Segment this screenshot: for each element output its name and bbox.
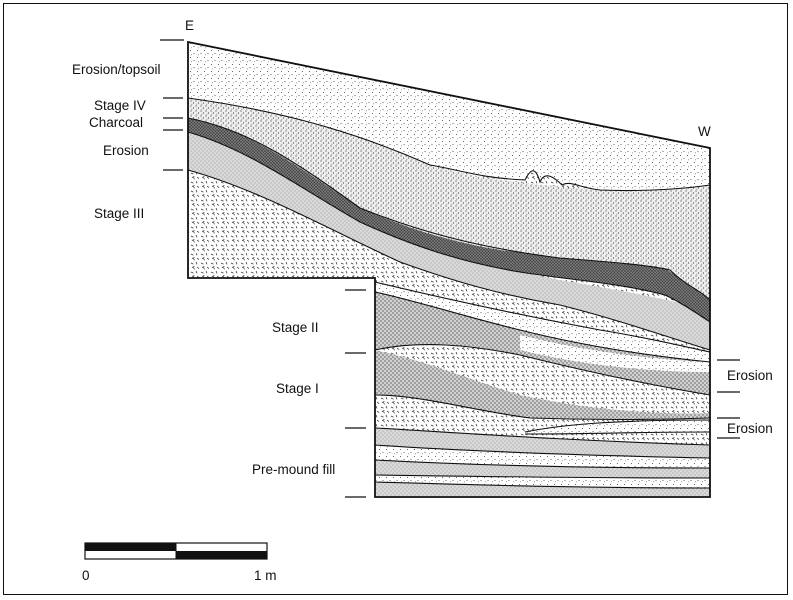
west-label: W bbox=[698, 124, 711, 139]
east-label: E bbox=[185, 18, 194, 33]
erosion-topsoil-label: Erosion/topsoil bbox=[72, 62, 161, 77]
scale-bar-end-label: 1 m bbox=[254, 568, 277, 583]
stage-iv-label: Stage IV bbox=[94, 98, 146, 113]
stage-iii-label: Stage III bbox=[94, 206, 144, 221]
charcoal-label: Charcoal bbox=[89, 115, 143, 130]
erosion-right-upper-label: Erosion bbox=[727, 368, 773, 383]
erosion-label: Erosion bbox=[103, 143, 149, 158]
scale-bar-start-label: 0 bbox=[82, 568, 90, 583]
scale-bar bbox=[85, 543, 267, 559]
stage-ii-label: Stage II bbox=[272, 320, 319, 335]
section-layers bbox=[188, 42, 710, 497]
stage-i-label: Stage I bbox=[276, 381, 319, 396]
pre-mound-fill-label: Pre-mound fill bbox=[252, 462, 335, 477]
erosion-right-lower-label: Erosion bbox=[727, 421, 773, 436]
